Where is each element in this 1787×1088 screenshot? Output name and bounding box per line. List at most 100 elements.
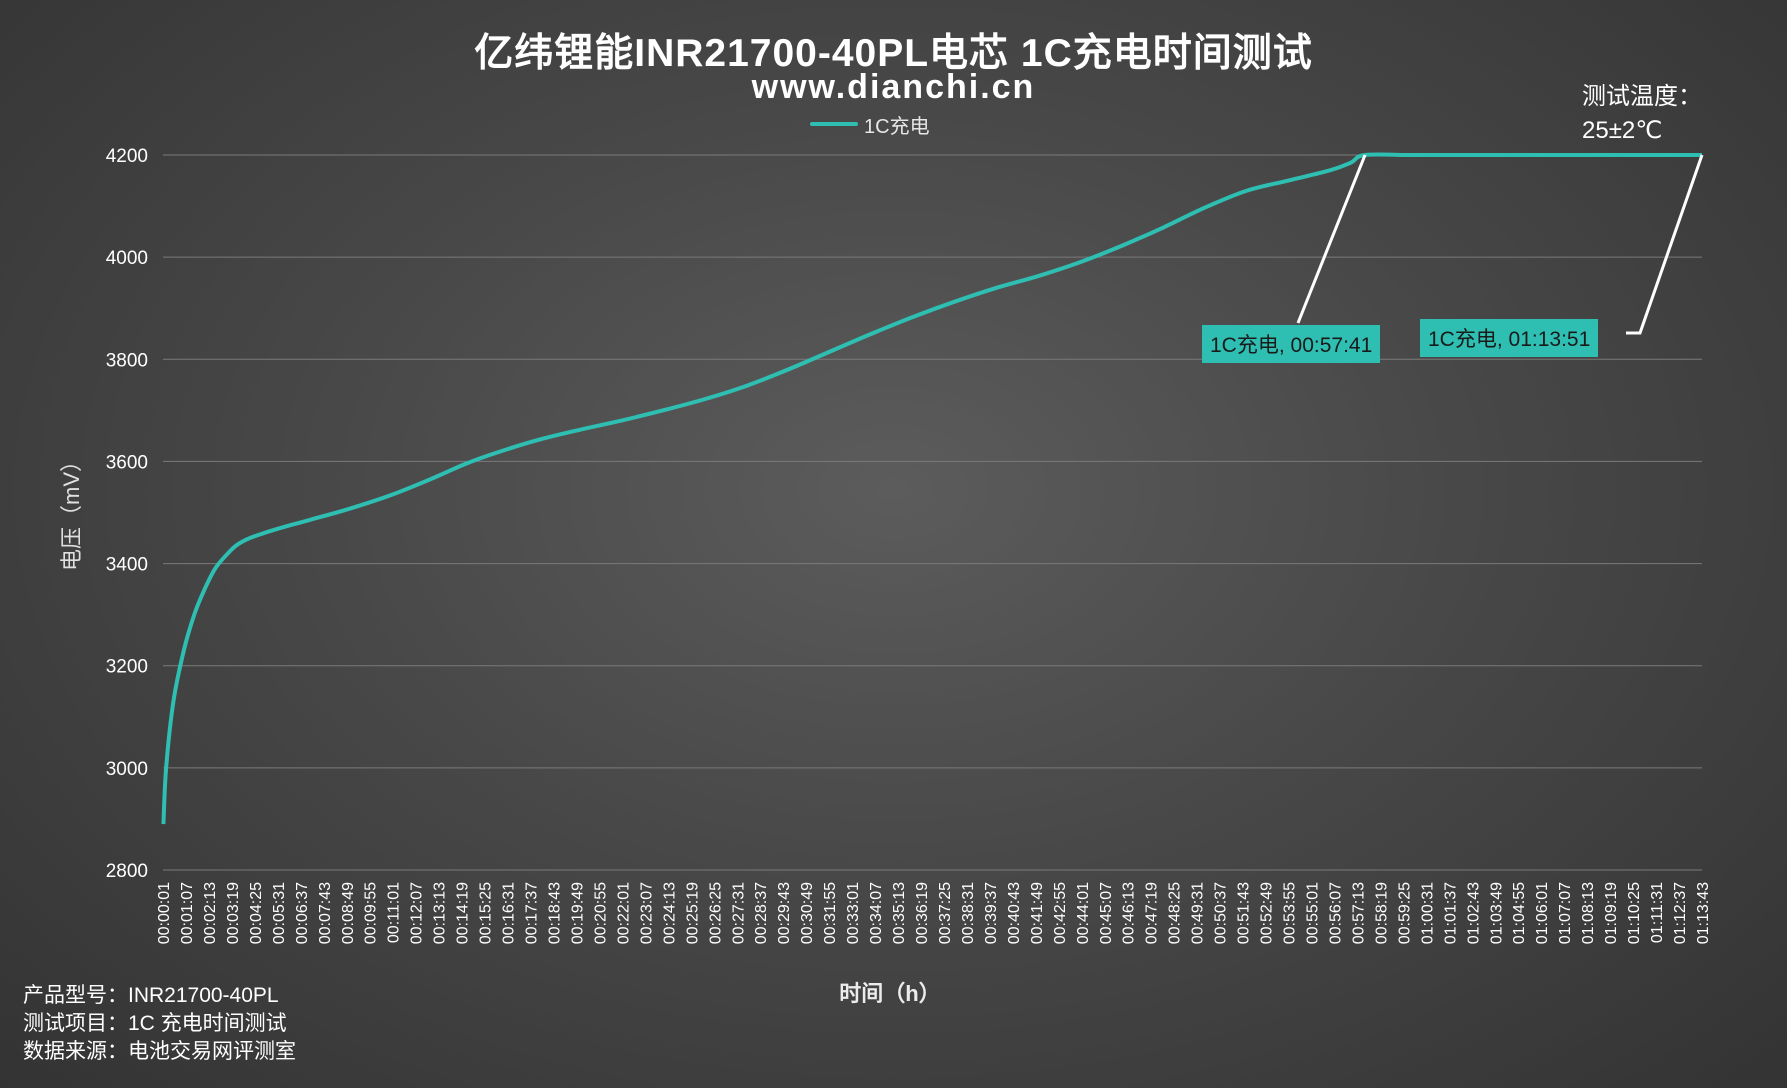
x-tick-label: 00:31:55 <box>822 882 839 944</box>
chart-title: 亿纬锂能INR21700-40PL电芯 1C充电时间测试 <box>474 32 1313 75</box>
footer-test-item: 测试项目：1C 充电时间测试 <box>23 1012 287 1035</box>
x-tick-label: 00:44:01 <box>1075 882 1092 944</box>
x-tick-label: 00:06:37 <box>294 882 311 944</box>
series-layer <box>161 152 1702 825</box>
x-tick-label: 00:26:25 <box>707 882 724 944</box>
y-tick-label: 4200 <box>106 146 148 167</box>
x-tick-label: 00:01:07 <box>179 882 196 944</box>
grid-lines <box>163 154 1702 871</box>
x-tick-label: 01:02:43 <box>1465 882 1482 944</box>
footer-notes: 产品型号：INR21700-40PL 测试项目：1C 充电时间测试 数据来源：电… <box>23 982 296 1066</box>
x-tick-label: 00:03:19 <box>225 882 242 944</box>
temperature-note: 测试温度： 25±2℃ <box>1582 80 1702 148</box>
x-tick-label: 00:36:19 <box>914 882 931 944</box>
x-tick-label: 00:02:13 <box>202 882 219 944</box>
x-tick-label: 00:11:01 <box>386 882 403 943</box>
x-tick-label: 00:47:19 <box>1144 882 1161 944</box>
x-tick-label: 00:22:01 <box>615 882 632 944</box>
x-tick-label: 01:10:25 <box>1626 882 1643 944</box>
x-tick-label: 00:40:43 <box>1006 882 1023 944</box>
x-tick-label: 00:14:19 <box>455 882 472 944</box>
x-tick-label: 00:18:43 <box>546 882 563 944</box>
footer-source: 数据来源：电池交易网评测室 <box>23 1040 296 1063</box>
x-tick-label: 00:20:55 <box>592 882 609 944</box>
x-tick-label: 00:51:43 <box>1236 882 1253 944</box>
x-tick-label: 01:06:01 <box>1534 882 1551 944</box>
y-axis: 2800 3000 3200 3400 3600 3800 4000 4200 <box>106 146 148 882</box>
data-callout: 1C充电, 00:57:41 <box>1202 325 1381 363</box>
chart-subtitle: www.dianchi.cn <box>751 68 1036 106</box>
x-tick-label: 00:07:43 <box>317 882 334 944</box>
temperature-label: 测试温度： <box>1582 83 1702 110</box>
callout-leader <box>1296 154 1367 324</box>
x-tick-label: 00:42:55 <box>1052 882 1069 944</box>
series-line-1c <box>161 152 1702 825</box>
y-tick-label: 3400 <box>106 555 148 576</box>
x-tick-label: 00:19:49 <box>569 882 586 944</box>
x-tick-label: 01:11:31 <box>1649 882 1666 943</box>
x-tick-label: 00:46:13 <box>1121 882 1138 944</box>
callout-leaders <box>1296 154 1704 335</box>
x-tick-label: 00:08:49 <box>340 882 357 944</box>
x-tick-label: 00:16:31 <box>501 882 518 944</box>
x-tick-label: 00:38:31 <box>960 882 977 944</box>
x-tick-label: 00:59:25 <box>1396 882 1413 944</box>
x-axis-label: 时间（h） <box>839 981 941 1006</box>
x-tick-label: 00:41:49 <box>1029 882 1046 944</box>
x-tick-label: 00:12:07 <box>409 882 426 944</box>
legend: 1C充电 <box>810 112 930 138</box>
x-tick-label: 00:52:49 <box>1259 882 1276 944</box>
x-tick-label: 00:45:07 <box>1098 882 1115 944</box>
x-tick-label: 00:56:07 <box>1327 882 1344 944</box>
x-tick-label: 00:27:31 <box>730 882 747 944</box>
x-tick-label: 00:15:25 <box>478 882 495 944</box>
y-tick-label: 3800 <box>106 350 148 371</box>
x-tick-label: 00:57:13 <box>1350 882 1367 944</box>
y-tick-label: 4000 <box>106 248 148 269</box>
x-tick-label: 01:07:07 <box>1557 882 1574 944</box>
x-tick-label: 01:01:37 <box>1442 882 1459 944</box>
y-tick-label: 3000 <box>106 759 148 780</box>
x-tick-label: 00:00:01 <box>156 882 173 944</box>
x-tick-label: 01:04:55 <box>1511 882 1528 944</box>
x-tick-label: 00:05:31 <box>271 882 288 944</box>
x-tick-label: 00:13:13 <box>432 882 449 944</box>
x-tick-label: 00:34:07 <box>868 882 885 944</box>
callout-leader <box>1626 154 1704 335</box>
y-tick-label: 3600 <box>106 452 148 473</box>
x-tick-label: 00:50:37 <box>1213 882 1230 944</box>
x-tick-label: 01:08:13 <box>1580 882 1597 944</box>
x-tick-label: 00:23:07 <box>638 882 655 944</box>
x-axis: 00:00:01 00:01:07 00:02:13 00:03:19 00:04:25… <box>156 882 1712 944</box>
legend-label: 1C充电 <box>864 115 930 138</box>
x-tick-label: 00:48:25 <box>1167 882 1184 944</box>
data-callout: 1C充电, 01:13:51 <box>1420 319 1599 357</box>
x-tick-label: 00:09:55 <box>363 882 380 944</box>
x-tick-label: 00:25:19 <box>684 882 701 944</box>
x-tick-label: 01:03:49 <box>1488 882 1505 944</box>
x-tick-label: 00:37:25 <box>937 882 954 944</box>
x-tick-label: 00:35:13 <box>891 882 908 944</box>
x-tick-label: 00:29:43 <box>776 882 793 944</box>
temperature-value: 25±2℃ <box>1582 117 1663 144</box>
x-tick-label: 00:24:13 <box>661 882 678 944</box>
legend-swatch <box>810 122 858 126</box>
x-tick-label: 01:13:43 <box>1695 882 1712 944</box>
x-tick-label: 00:28:37 <box>753 882 770 944</box>
x-tick-label: 00:04:25 <box>248 882 265 944</box>
x-tick-label: 00:55:01 <box>1305 882 1322 944</box>
x-tick-label: 00:49:31 <box>1190 882 1207 944</box>
footer-model: 产品型号：INR21700-40PL <box>23 984 279 1007</box>
x-tick-label: 01:09:19 <box>1603 882 1620 944</box>
y-axis-label: 电压（mV） <box>59 449 84 571</box>
y-tick-label: 2800 <box>106 861 148 882</box>
x-tick-label: 01:12:37 <box>1672 882 1689 944</box>
x-tick-label: 00:58:19 <box>1373 882 1390 944</box>
x-tick-label: 00:53:55 <box>1282 882 1299 944</box>
x-tick-label: 00:17:37 <box>524 882 541 944</box>
x-tick-label: 00:30:49 <box>799 882 816 944</box>
y-tick-label: 3200 <box>106 657 148 678</box>
x-tick-label: 01:00:31 <box>1419 882 1436 944</box>
